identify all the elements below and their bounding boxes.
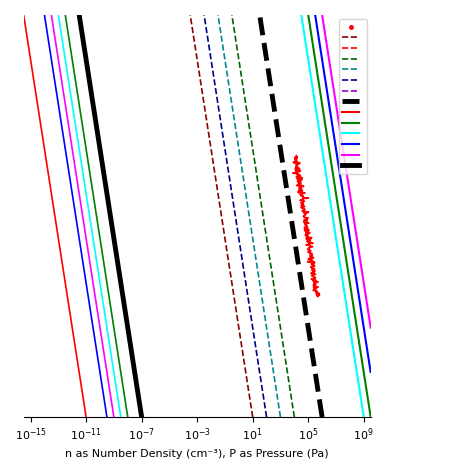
X-axis label: n as Number Density (cm⁻³), P as Pressure (Pa): n as Number Density (cm⁻³), P as Pressur… (65, 449, 329, 459)
Legend: , , , , , , , , , , , , , : , , , , , , , , , , , , , (339, 19, 366, 173)
